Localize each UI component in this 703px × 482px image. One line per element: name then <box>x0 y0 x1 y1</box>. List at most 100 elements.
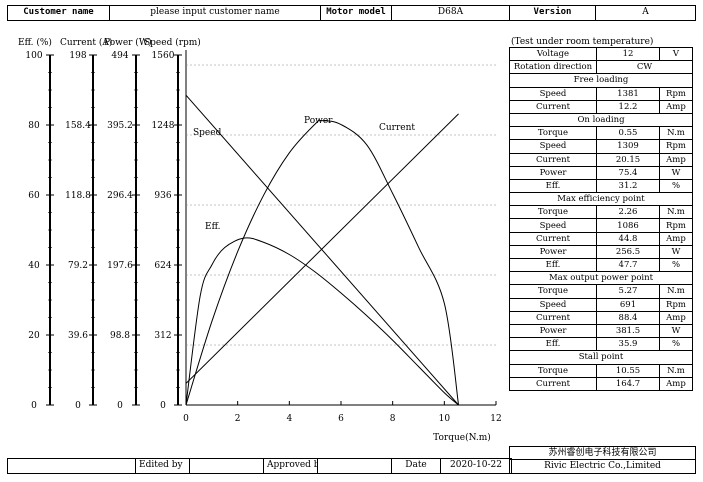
spec-label: Voltage <box>509 46 597 62</box>
x-tick-label: 0 <box>183 414 189 424</box>
spec-row: Speed 691 Rpm <box>509 297 693 312</box>
spec-row: Torque 5.27 N.m <box>509 284 693 299</box>
y-axes-group: 100 80 60 40 20 0 198 158.4 118.8 79.2 39.6 0 494 395… <box>25 51 182 411</box>
series-label: Power <box>304 116 333 126</box>
spec-value: 1381 <box>596 86 660 101</box>
eff-tick-label: 0 <box>31 401 37 411</box>
spec-unit: W <box>659 165 693 180</box>
power-tick-label: 0 <box>117 401 123 411</box>
version-label: Version <box>509 5 596 21</box>
eff-tick-label: 20 <box>28 331 40 341</box>
motor-performance-chart: 100806040200198158.4118.879.239.60494395… <box>25 50 502 443</box>
spec-label: Power <box>509 323 597 339</box>
spec-label: Power <box>509 165 597 180</box>
speed-tick-label: 0 <box>160 401 166 411</box>
eff-tick-label: 60 <box>28 191 40 201</box>
spec-row: Eff. 47.7% <box>509 257 693 273</box>
speed-axis-header: Speed (rpm) <box>144 38 201 48</box>
current-tick-label: 39.6 <box>68 331 88 341</box>
spec-label: Current <box>509 152 597 167</box>
spec-row: Eff. 35.9% <box>509 337 693 352</box>
power-tick-label: 98.8 <box>110 331 130 341</box>
series-line-speed <box>185 94 459 406</box>
spec-unit: Amp <box>659 376 693 391</box>
series-label: Eff. <box>205 222 221 232</box>
edited-by-label: Edited by <box>135 458 190 474</box>
current-tick-label: 118.8 <box>65 191 91 201</box>
spec-unit: W <box>659 244 693 260</box>
eff-axis-header: Eff. (%) <box>18 38 52 48</box>
spec-label: Power <box>509 244 597 260</box>
x-tick-label: 4 <box>286 414 292 424</box>
spec-label: Speed <box>509 297 597 312</box>
speed-tick-label: 936 <box>154 191 171 201</box>
spec-title: (Test under room temperature) <box>511 37 654 47</box>
spec-label: Current <box>509 310 597 325</box>
eff-tick-label: 100 <box>25 51 42 61</box>
spec-row: Power 75.4 W <box>509 165 693 180</box>
spec-value: 1309 <box>596 139 660 154</box>
spec-section-header: On loading <box>509 112 693 128</box>
speed-tick-label: 624 <box>154 261 171 271</box>
spec-row: Torque 2.26 N.m <box>509 205 693 220</box>
spec-unit: % <box>659 178 693 194</box>
spec-row: Speed 1309 Rpm <box>509 139 693 154</box>
spec-row: Current 88.4 Amp <box>509 310 693 325</box>
spec-unit: % <box>659 337 693 352</box>
spec-value: 2.26 <box>596 205 660 220</box>
spec-unit: Rpm <box>659 218 693 233</box>
spec-unit: Amp <box>659 99 693 114</box>
spec-row-rotation: Rotation direction CW <box>509 60 693 75</box>
date-value: 2020-10-22 <box>440 458 512 474</box>
spec-section-header: Max output power point <box>509 271 693 286</box>
spec-value: 256.5 <box>596 244 660 260</box>
spec-row: Power 381.5 W <box>509 323 693 339</box>
spec-unit: Rpm <box>659 86 693 101</box>
speed-tick-label: 1248 <box>152 121 175 131</box>
spec-row: Torque 0.55 N.m <box>509 126 693 141</box>
spec-label: Current <box>509 99 597 114</box>
power-tick-label: 395.2 <box>107 121 133 131</box>
spec-value: 381.5 <box>596 323 660 339</box>
approved-by-label: Approved by <box>263 458 318 474</box>
x-tick-label: 8 <box>390 414 396 424</box>
series-line-current <box>185 113 459 384</box>
spec-unit: % <box>659 257 693 273</box>
power-tick-label: 197.6 <box>107 261 133 271</box>
spec-section-title: Max efficiency point <box>509 192 693 207</box>
x-tick-label: 12 <box>490 414 501 424</box>
spec-unit: W <box>659 323 693 339</box>
spec-value: 1086 <box>596 218 660 233</box>
company-name-en: Rivic Electric Co.,Limited <box>509 459 696 474</box>
x-tick-label: 6 <box>338 414 344 424</box>
company-name-cn: 苏州睿创电子科技有限公司 <box>509 446 696 460</box>
spec-row: Current 44.8 Amp <box>509 231 693 246</box>
spec-label: Eff. <box>509 178 597 194</box>
spec-unit: Rpm <box>659 297 693 312</box>
spec-row: Power 256.5 W <box>509 244 693 260</box>
spec-section-title: On loading <box>509 112 693 128</box>
spec-label: Speed <box>509 218 597 233</box>
spec-label: Torque <box>509 284 597 299</box>
current-axis-header: Current (A) <box>60 38 113 48</box>
spec-value: 75.4 <box>596 165 660 180</box>
current-tick-label: 158.4 <box>65 121 91 131</box>
date-label: Date <box>391 458 441 474</box>
spec-value: 31.2 <box>596 178 660 194</box>
spec-section-title: Max output power point <box>509 271 693 286</box>
power-axis-header: Power (W) <box>104 38 152 48</box>
spec-label: Torque <box>509 205 597 220</box>
approved-by-field[interactable] <box>317 458 392 474</box>
x-tick-label: 10 <box>439 414 451 424</box>
spec-row-voltage: Voltage 12 V <box>509 46 693 62</box>
spec-unit: N.m <box>659 284 693 299</box>
spec-row: Speed 1086 Rpm <box>509 218 693 233</box>
series-label: Speed <box>193 128 222 138</box>
spec-label: Eff. <box>509 257 597 273</box>
current-tick-label: 0 <box>75 401 81 411</box>
edited-by-field[interactable] <box>189 458 264 474</box>
spec-label: Current <box>509 376 597 391</box>
spec-value: 5.27 <box>596 284 660 299</box>
spec-row: Current 164.7 Amp <box>509 376 693 391</box>
series-label: Current <box>379 123 415 133</box>
